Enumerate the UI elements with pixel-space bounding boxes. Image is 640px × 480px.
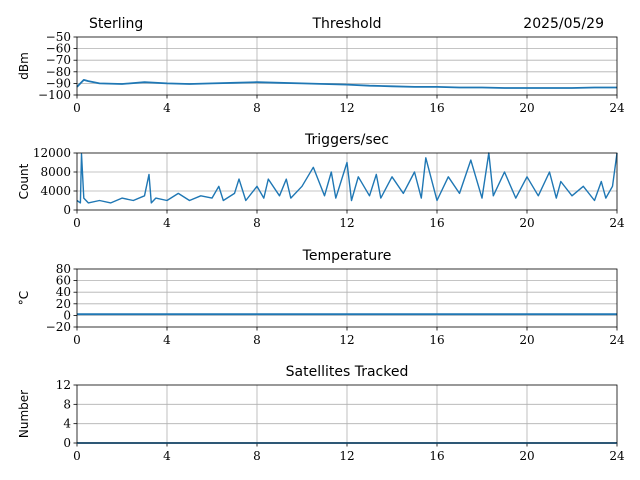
- satellites-title: Satellites Tracked: [286, 364, 409, 380]
- temperature-title: Temperature: [302, 248, 392, 264]
- satellites-xtick-label: 8: [253, 449, 261, 463]
- threshold-title: Threshold: [312, 16, 382, 32]
- threshold-ytick-label: −50: [46, 30, 71, 44]
- satellites-ytick-label: 8: [63, 397, 71, 411]
- triggers-title: Triggers/sec: [304, 132, 389, 148]
- triggers-xtick-label: 24: [609, 216, 625, 230]
- threshold-xtick-label: 16: [429, 101, 444, 115]
- threshold-xtick-label: 24: [609, 101, 625, 115]
- temperature-xtick-label: 8: [253, 333, 261, 347]
- satellites-axes-frame: [76, 384, 618, 444]
- triggers-xtick-label: 16: [429, 216, 444, 230]
- satellites-xtick-label: 16: [429, 449, 444, 463]
- date-label: 2025/05/29: [523, 16, 604, 32]
- threshold-xtick-label: 0: [73, 101, 81, 115]
- temperature-xtick-label: 16: [429, 333, 444, 347]
- satellites-ytick-label: 4: [63, 417, 71, 431]
- threshold-series-line: [76, 79, 617, 89]
- satellites-xtick-label: 0: [73, 449, 81, 463]
- triggers-ytick-label: 8000: [40, 165, 71, 179]
- temperature-xtick-label: 12: [339, 333, 354, 347]
- threshold-ytick-label: −60: [46, 42, 71, 56]
- temperature-ytick-label: 40: [56, 285, 71, 299]
- threshold-xtick-label: 8: [253, 101, 261, 115]
- satellites-xtick-label: 24: [609, 449, 625, 463]
- triggers-xtick-label: 4: [163, 216, 171, 230]
- threshold-axes-frame: [76, 36, 618, 96]
- triggers-ytick-label: 12000: [33, 146, 71, 160]
- satellites-xtick-label: 4: [163, 449, 171, 463]
- threshold-panel: Threshold 0 4 8 12 16 20 24 −50−60−70−80−90−100 d…: [17, 16, 625, 115]
- temperature-ytick-label: 60: [56, 274, 71, 288]
- satellites-xtick-label: 12: [339, 449, 354, 463]
- temperature-ytick-label: −20: [46, 320, 71, 334]
- threshold-xtick-label: 4: [163, 101, 171, 115]
- temperature-ylabel: °C: [17, 291, 31, 305]
- temperature-xtick-label: 4: [163, 333, 171, 347]
- satellites-xtick-label: 20: [519, 449, 534, 463]
- triggers-xtick-label: 8: [253, 216, 261, 230]
- threshold-ytick-label: −80: [46, 65, 71, 79]
- triggers-panel: Triggers/sec 0 4 8 12 16 20 24 0 4000 8000 12000Cou…: [17, 132, 625, 230]
- satellites-ytick-label: 12: [56, 378, 71, 392]
- threshold-xtick-label: 20: [519, 101, 534, 115]
- satellites-panel: Satellites Tracked 0 4 8 12 16 20 24 12 8 4 0 Number: [17, 364, 625, 463]
- threshold-xtick-label: 12: [339, 101, 354, 115]
- temperature-xtick-label: 0: [73, 333, 81, 347]
- temperature-ytick-label: 20: [56, 297, 71, 311]
- threshold-ytick-label: −90: [46, 76, 71, 90]
- triggers-xtick-label: 12: [339, 216, 354, 230]
- chart-panels: Threshold 0 4 8 12 16 20 24 −50−60−70−80−90−100 d…: [17, 16, 625, 463]
- temperature-axes-frame: [76, 268, 618, 328]
- temperature-xtick-label: 20: [519, 333, 534, 347]
- satellites-ytick-label: 0: [63, 436, 71, 450]
- triggers-series-line: [76, 152, 618, 204]
- threshold-ytick-label: −70: [46, 53, 71, 67]
- temperature-ytick-label: 80: [56, 262, 71, 276]
- station-label: Sterling: [89, 16, 143, 32]
- temperature-xtick-label: 24: [609, 333, 625, 347]
- triggers-xtick-label: 0: [73, 216, 81, 230]
- satellites-ylabel: Number: [17, 390, 31, 438]
- threshold-ytick-label: −100: [38, 88, 71, 102]
- triggers-ylabel: Count: [17, 163, 31, 199]
- threshold-ylabel: dBm: [17, 52, 31, 80]
- triggers-ytick-label: 0: [63, 203, 71, 217]
- triggers-ytick-label: 4000: [40, 184, 71, 198]
- temperature-ytick-label: 0: [63, 308, 71, 322]
- triggers-axes-frame: [76, 152, 618, 211]
- triggers-xtick-label: 20: [519, 216, 534, 230]
